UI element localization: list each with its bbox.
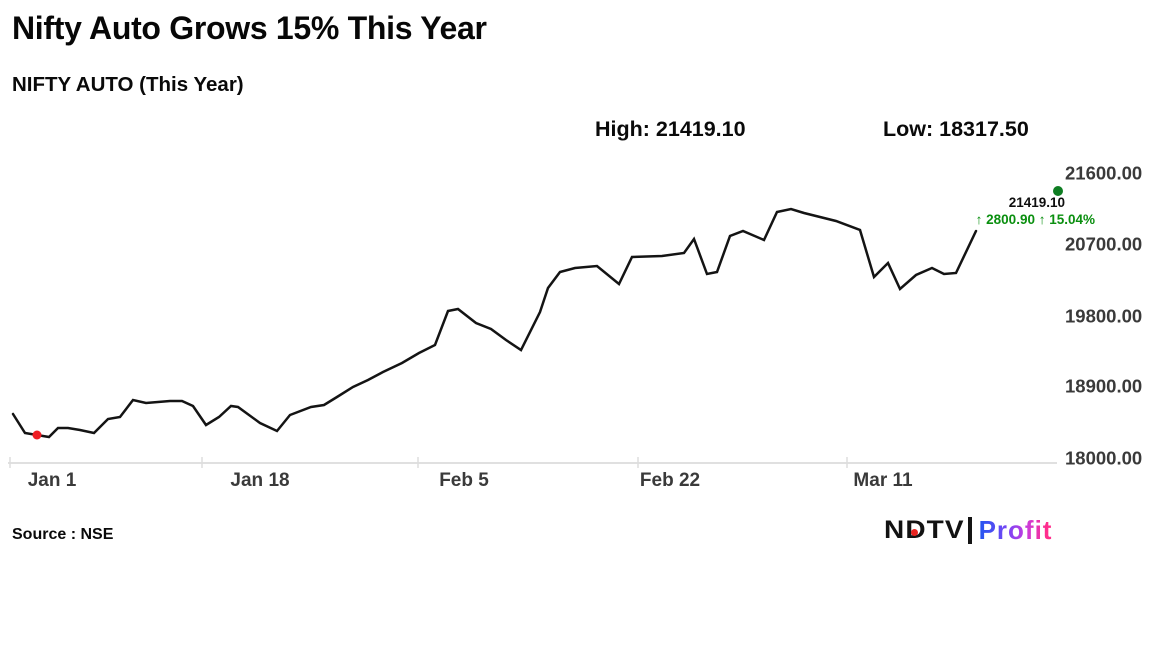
x-axis-label: Mar 11 xyxy=(853,470,913,491)
y-axis-label: 18000.00 xyxy=(1065,448,1142,469)
ndtv-logo: NDTV xyxy=(884,516,964,545)
low-value-label: Low: 18317.50 xyxy=(883,117,1029,141)
chart-subtitle: NIFTY AUTO (This Year) xyxy=(12,73,244,96)
x-axis-label: Jan 1 xyxy=(28,470,77,491)
ndtv-logo-text: NDTV xyxy=(884,515,965,544)
y-axis-label: 20700.00 xyxy=(1065,234,1142,255)
low-point-marker xyxy=(32,430,42,440)
ndtv-profit-logo: NDTV Profit xyxy=(884,513,1052,547)
y-axis-label: 18900.00 xyxy=(1065,376,1142,397)
x-axis-label: Feb 22 xyxy=(640,470,700,491)
logo-divider xyxy=(968,516,972,544)
high-value-label: High: 21419.10 xyxy=(595,117,746,141)
last-price-annotation: 21419.10 xyxy=(1008,195,1065,210)
ndtv-red-dot-icon xyxy=(911,528,918,536)
price-line xyxy=(11,207,978,439)
x-axis-label: Jan 18 xyxy=(230,470,289,491)
page-title: Nifty Auto Grows 15% This Year xyxy=(12,10,487,46)
change-annotation: ↑ 2800.90 ↑ 15.04% xyxy=(975,212,1095,227)
y-axis-label: 19800.00 xyxy=(1065,306,1142,327)
last-point-marker xyxy=(1053,186,1063,196)
y-axis-label: 21600.00 xyxy=(1065,163,1142,184)
profit-logo-text: Profit xyxy=(978,514,1053,545)
x-axis-label: Feb 5 xyxy=(439,470,489,491)
source-label: Source : NSE xyxy=(12,526,114,543)
